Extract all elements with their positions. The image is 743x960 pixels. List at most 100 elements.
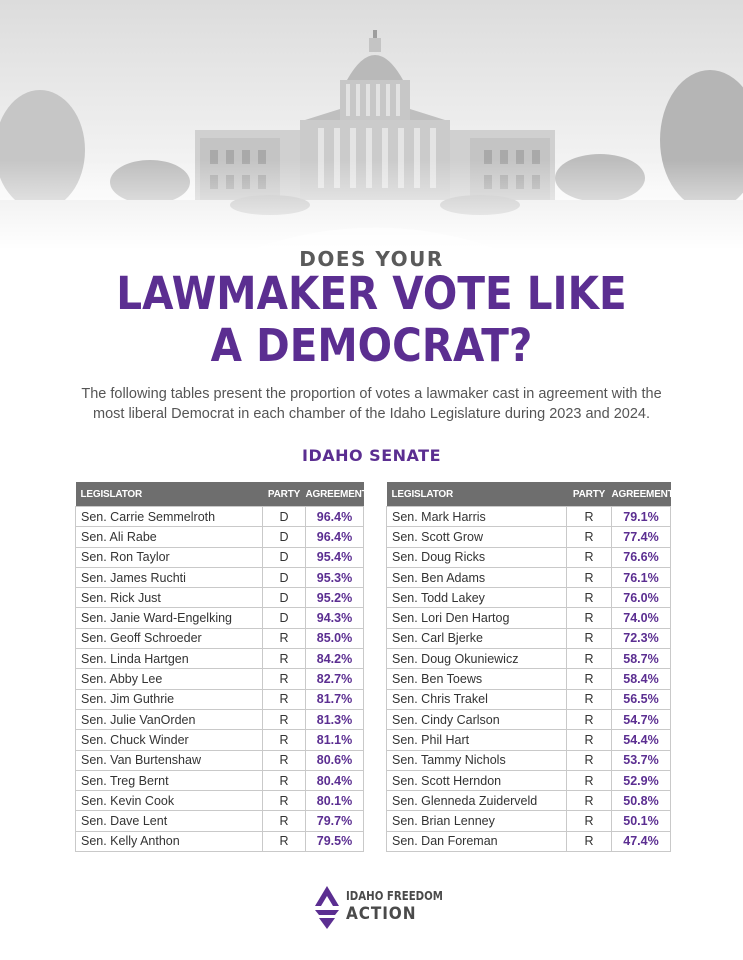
party-cell: R <box>262 810 306 832</box>
header-party: PARTY <box>262 482 306 507</box>
table-row: Sen. Ben Toews R 58.4% <box>386 668 671 690</box>
chamber-title: IDAHO SENATE <box>301 446 441 465</box>
legislator-name: Sen. Kelly Anthon <box>75 830 263 853</box>
party-cell: R <box>262 749 306 771</box>
legislator-name: Sen. Scott Herndon <box>386 769 567 792</box>
table-row: Sen. Kevin Cook R 80.1% <box>75 790 364 812</box>
party-cell: R <box>566 607 612 629</box>
party-cell: R <box>262 708 306 731</box>
agreement-value: 74.0% <box>611 607 671 629</box>
party-cell: R <box>262 790 306 812</box>
table-row: Sen. Ron Taylor D 95.4% <box>75 546 364 568</box>
header-legislator: LEGISLATOR <box>386 482 567 507</box>
legislator-name: Sen. Phil Hart <box>386 729 567 751</box>
legislator-name: Sen. Todd Lakey <box>386 587 567 609</box>
intro-paragraph: The following tables present the proport… <box>60 384 683 424</box>
legislator-name: Sen. Carrie Semmelroth <box>75 505 263 528</box>
party-cell: R <box>566 830 612 853</box>
agreement-value: 58.7% <box>611 648 671 670</box>
header-legislator: LEGISLATOR <box>75 482 263 507</box>
table-row: Sen. Jim Guthrie R 81.7% <box>75 688 364 710</box>
agreement-value: 95.2% <box>305 587 364 609</box>
legislator-name: Sen. Tammy Nichols <box>386 749 567 771</box>
legislator-name: Sen. Abby Lee <box>75 668 263 690</box>
agreement-value: 50.8% <box>611 790 671 812</box>
agreement-value: 85.0% <box>305 627 364 650</box>
senate-table-right: LEGISLATOR PARTY AGREEMENT Sen. Mark Har… <box>386 482 674 853</box>
agreement-value: 96.4% <box>305 526 364 548</box>
agreement-value: 52.9% <box>611 769 671 792</box>
party-cell: R <box>262 627 306 650</box>
legislator-name: Sen. Linda Hartgen <box>75 648 263 670</box>
table-row: Sen. Phil Hart R 54.4% <box>386 729 671 751</box>
agreement-value: 77.4% <box>611 526 671 548</box>
party-cell: R <box>262 688 306 710</box>
party-cell: R <box>566 769 612 792</box>
legislator-name: Sen. Lori Den Hartog <box>386 607 567 629</box>
agreement-value: 54.4% <box>611 729 671 751</box>
agreement-value: 79.7% <box>305 810 364 832</box>
table-row: Sen. Janie Ward-Engelking D 94.3% <box>75 607 364 629</box>
page-headline: LAWMAKER VOTE LIKE A DEMOCRAT? <box>37 268 706 372</box>
agreement-value: 84.2% <box>305 648 364 670</box>
agreement-value: 95.3% <box>305 566 364 589</box>
party-cell: D <box>262 587 306 609</box>
legislator-name: Sen. Treg Bernt <box>75 769 263 792</box>
agreement-value: 81.3% <box>305 708 364 731</box>
legislator-name: Sen. Chuck Winder <box>75 729 263 751</box>
legislator-name: Sen. Doug Okuniewicz <box>386 648 567 670</box>
table-row: Sen. Ali Rabe D 96.4% <box>75 526 364 548</box>
legislator-name: Sen. James Ruchti <box>75 566 263 589</box>
agreement-value: 80.4% <box>305 769 364 792</box>
agreement-value: 95.4% <box>305 546 364 568</box>
table-row: Sen. Todd Lakey R 76.0% <box>386 587 671 609</box>
party-cell: R <box>566 668 612 690</box>
party-cell: R <box>566 749 612 771</box>
agreement-value: 79.5% <box>305 830 364 853</box>
table-row: Sen. Doug Okuniewicz R 58.7% <box>386 648 671 670</box>
party-cell: R <box>262 729 306 751</box>
legislator-name: Sen. Scott Grow <box>386 526 567 548</box>
agreement-value: 76.6% <box>611 546 671 568</box>
party-cell: R <box>262 769 306 792</box>
legislator-name: Sen. Janie Ward-Engelking <box>75 607 263 629</box>
party-cell: R <box>262 830 306 853</box>
header-agreement: AGREEMENT <box>305 482 368 507</box>
party-cell: R <box>566 546 612 568</box>
idaho-freedom-action-logo: IDAHO FREEDOM ACTION <box>313 884 443 930</box>
header-agreement: AGREEMENT <box>611 482 674 507</box>
agreement-value: 58.4% <box>611 668 671 690</box>
agreement-value: 56.5% <box>611 688 671 710</box>
party-cell: R <box>566 790 612 812</box>
party-cell: D <box>262 607 306 629</box>
party-cell: R <box>262 668 306 690</box>
table-row: Sen. Doug Ricks R 76.6% <box>386 546 671 568</box>
legislator-name: Sen. Carl Bjerke <box>386 627 567 650</box>
intro-line-1: The following tables present the proport… <box>81 386 662 402</box>
agreement-value: 50.1% <box>611 810 671 832</box>
intro-line-2: most liberal Democrat in each chamber of… <box>93 406 650 422</box>
agreement-value: 94.3% <box>305 607 364 629</box>
kicker-text: DOES YOUR <box>299 247 444 271</box>
table-row: Sen. Kelly Anthon R 79.5% <box>75 830 364 853</box>
legislator-name: Sen. Doug Ricks <box>386 546 567 568</box>
agreement-value: 76.1% <box>611 566 671 589</box>
table-row: Sen. Van Burtenshaw R 80.6% <box>75 749 364 771</box>
table-row: Sen. Carrie Semmelroth D 96.4% <box>75 505 364 528</box>
table-row: Sen. Lori Den Hartog R 74.0% <box>386 607 671 629</box>
legislator-name: Sen. Ben Adams <box>386 566 567 589</box>
agreement-value: 47.4% <box>611 830 671 853</box>
capitol-building-illustration <box>0 0 743 250</box>
party-cell: R <box>566 627 612 650</box>
legislator-name: Sen. Rick Just <box>75 587 263 609</box>
table-row: Sen. Dave Lent R 79.7% <box>75 810 364 832</box>
legislator-name: Sen. Cindy Carlson <box>386 708 567 731</box>
headline-line-1: LAWMAKER VOTE LIKE <box>116 267 627 320</box>
legislator-name: Sen. Glenneda Zuiderveld <box>386 790 567 812</box>
agreement-value: 96.4% <box>305 505 364 528</box>
table-row: Sen. Scott Herndon R 52.9% <box>386 769 671 792</box>
table-row: Sen. Brian Lenney R 50.1% <box>386 810 671 832</box>
agreement-value: 72.3% <box>611 627 671 650</box>
legislator-name: Sen. Julie VanOrden <box>75 708 263 731</box>
header-party: PARTY <box>566 482 612 507</box>
